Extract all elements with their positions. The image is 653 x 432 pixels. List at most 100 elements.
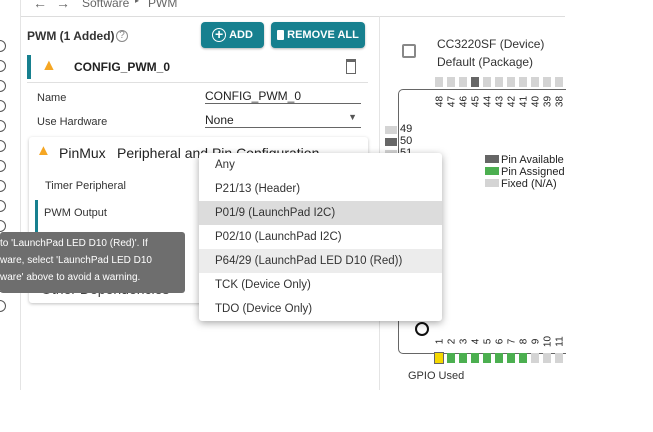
topbar: ← → Software ▸ PWM	[21, 0, 565, 17]
radio-icon[interactable]	[0, 160, 6, 172]
remove-all-button[interactable]: REMOVE ALL	[271, 22, 365, 48]
pin-7[interactable]	[507, 353, 515, 363]
pin-45[interactable]	[471, 77, 479, 87]
legend-item: Pin Available	[485, 154, 565, 166]
pin-11[interactable]	[555, 353, 563, 363]
pin-number: 41	[518, 95, 530, 108]
pin-3[interactable]	[459, 353, 467, 363]
legend-item: Pin Assigned	[485, 166, 565, 178]
pin-38[interactable]	[555, 77, 563, 87]
radio-icon[interactable]	[0, 180, 6, 192]
radio-icon[interactable]	[0, 220, 6, 232]
pin-8[interactable]	[519, 353, 527, 363]
dropdown-option[interactable]: TCK (Device Only)	[215, 279, 311, 291]
pwm-output-dropdown-menu: Any P21/13 (Header) P01/9 (LaunchPad I2C) P…	[199, 153, 442, 321]
radio-icon[interactable]	[0, 200, 6, 212]
pin-number: 50	[400, 135, 413, 147]
dropdown-option[interactable]: P01/9 (LaunchPad I2C)	[199, 201, 442, 225]
legend: Pin Available Pin Assigned Fixed (N/A)	[485, 154, 565, 190]
pin-1[interactable]	[434, 352, 444, 364]
radio-icon[interactable]	[0, 300, 6, 312]
gpio-used-label: GPIO Used	[408, 370, 465, 382]
device-package: Default (Package)	[437, 55, 534, 69]
dropdown-option[interactable]: P64/29 (LaunchPad LED D10 (Red))	[199, 249, 442, 273]
module-title: PWM (1 Added)	[27, 29, 115, 43]
breadcrumb-software[interactable]: Software	[82, 0, 130, 10]
back-icon[interactable]: ←	[33, 0, 47, 11]
add-circle-icon: +	[212, 27, 227, 42]
pin1-marker	[415, 322, 429, 336]
tooltip-line: ware, select 'LaunchPad LED D10	[0, 255, 152, 266]
pin-number: 3	[458, 338, 470, 345]
radio-icon[interactable]	[0, 140, 6, 152]
pin-number: 38	[554, 95, 566, 108]
selected-indicator	[35, 200, 38, 252]
legend-swatch	[485, 167, 499, 175]
pin-number: 45	[470, 95, 482, 108]
pin-number: 44	[482, 95, 494, 108]
pin-number: 11	[554, 336, 566, 347]
breadcrumb-pwm[interactable]: PWM	[148, 0, 178, 10]
pin-number: 40	[530, 95, 542, 108]
name-input[interactable]: CONFIG_PWM_0	[205, 89, 361, 104]
pin-number: 1	[434, 338, 446, 345]
pin-39[interactable]	[543, 77, 551, 87]
pin-47[interactable]	[447, 77, 455, 87]
pin-43[interactable]	[495, 77, 503, 87]
trash-list-icon	[277, 30, 285, 40]
pin-41[interactable]	[519, 77, 527, 87]
tooltip-line: to 'LaunchPad LED D10 (Red)'. If	[0, 238, 148, 249]
dropdown-option[interactable]: TDO (Device Only)	[215, 303, 313, 315]
pin-9[interactable]	[531, 353, 539, 363]
pin-2[interactable]	[447, 353, 455, 363]
name-label: Name	[37, 92, 67, 104]
help-icon[interactable]: ?	[116, 30, 128, 42]
use-hardware-select[interactable]: None ▼	[205, 112, 361, 128]
radio-icon[interactable]	[0, 80, 6, 92]
pin-50[interactable]	[385, 138, 397, 146]
pinmux-title: PinMux	[59, 145, 106, 161]
warning-icon: ▲	[36, 142, 51, 159]
pin-number: 4	[470, 338, 482, 345]
selected-indicator	[27, 55, 31, 79]
pin-number: 6	[494, 338, 506, 345]
pin-number: 49	[400, 123, 413, 135]
legend-item: Fixed (N/A)	[485, 178, 565, 190]
pin-6[interactable]	[495, 353, 503, 363]
forward-icon[interactable]: →	[56, 0, 70, 11]
radio-icon[interactable]	[0, 120, 6, 132]
instance-row[interactable]: ▲ CONFIG_PWM_0	[27, 55, 368, 83]
pin-number: 39	[542, 95, 554, 108]
pin-40[interactable]	[531, 77, 539, 87]
pin-44[interactable]	[483, 77, 491, 87]
pin-number: 5	[482, 338, 494, 345]
pin-10[interactable]	[543, 353, 551, 363]
legend-label: Pin Assigned	[501, 166, 565, 178]
pin-46[interactable]	[459, 77, 467, 87]
timer-peripheral-label: Timer Peripheral	[45, 180, 126, 192]
dropdown-option[interactable]: Any	[215, 159, 235, 171]
remove-all-label: REMOVE ALL	[287, 29, 359, 41]
dropdown-option[interactable]: P21/13 (Header)	[215, 183, 301, 195]
dropdown-option[interactable]: P02/10 (LaunchPad I2C)	[215, 231, 342, 243]
pin-5[interactable]	[483, 353, 491, 363]
dropdown-arrow-icon: ▼	[348, 112, 357, 122]
radio-icon[interactable]	[0, 40, 6, 52]
pin-number: 43	[494, 95, 506, 108]
radio-icon[interactable]	[0, 60, 6, 72]
delete-icon[interactable]	[346, 59, 356, 74]
pin-49[interactable]	[385, 126, 397, 134]
legend-label: Fixed (N/A)	[501, 178, 557, 190]
radio-icon[interactable]	[0, 100, 6, 112]
blank-area	[0, 391, 653, 432]
legend-swatch	[485, 155, 499, 163]
pin-number: 2	[446, 338, 458, 345]
pin-42[interactable]	[507, 77, 515, 87]
pin-number: 10	[542, 335, 554, 348]
pin-48[interactable]	[435, 77, 443, 87]
use-hardware-label: Use Hardware	[37, 116, 108, 128]
pin-4[interactable]	[471, 353, 479, 363]
add-button[interactable]: + ADD	[201, 22, 264, 48]
pin-number: 9	[530, 338, 542, 345]
chip-icon	[402, 44, 416, 58]
